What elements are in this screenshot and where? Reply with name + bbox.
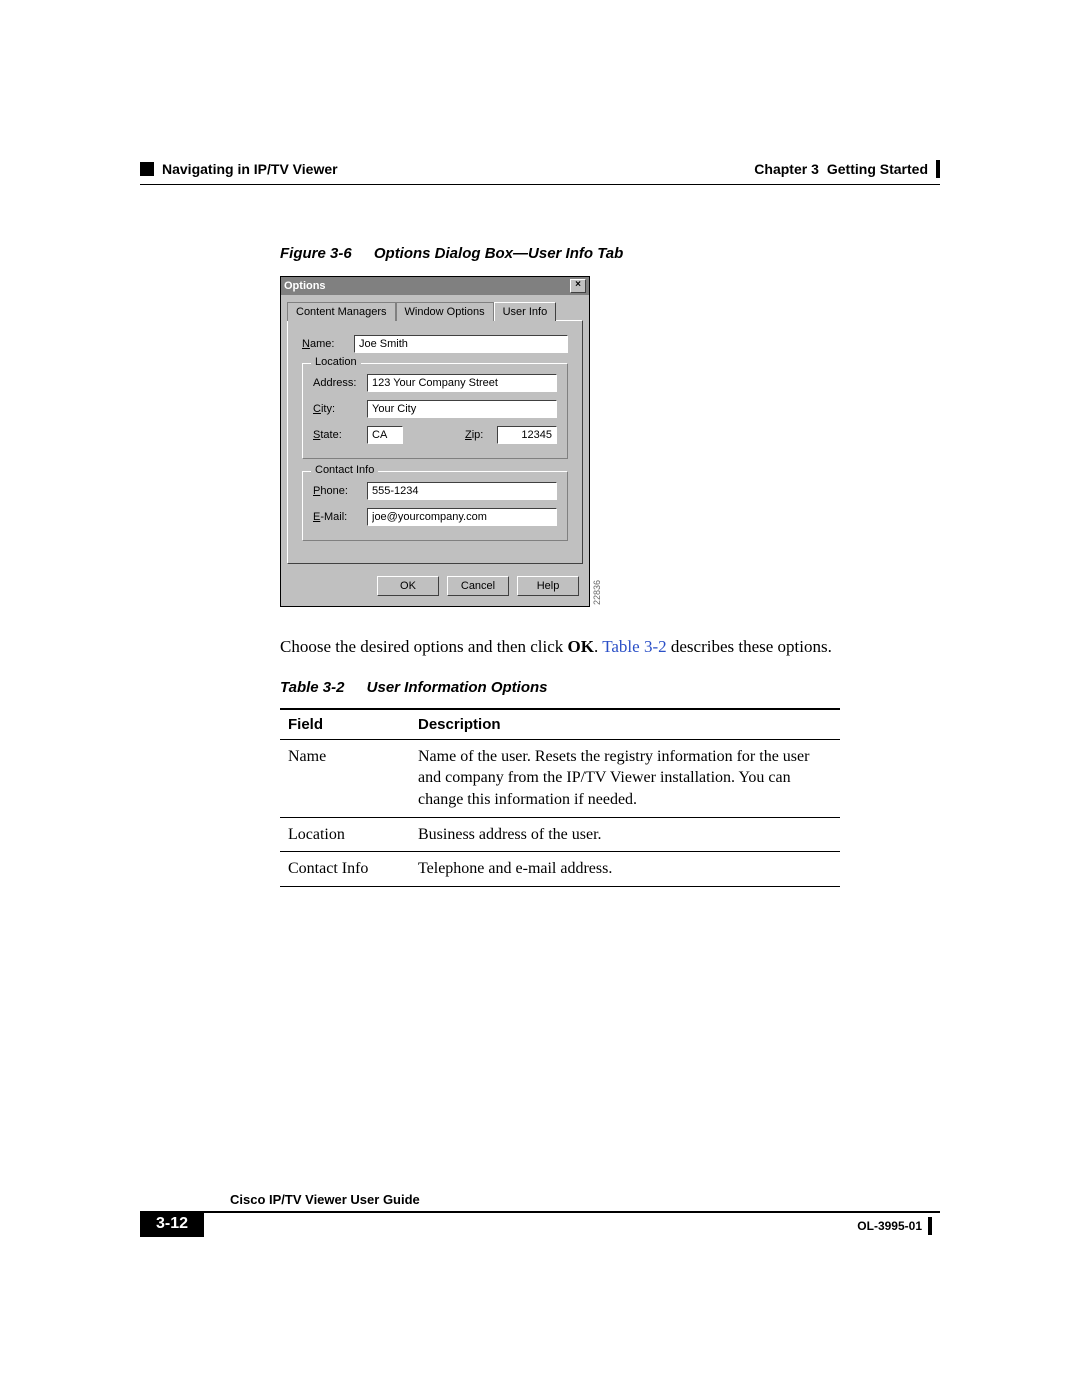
text-run: describes these options. xyxy=(667,637,832,656)
table-header-row: Field Description xyxy=(280,709,840,740)
tab-window-options[interactable]: Window Options xyxy=(396,302,494,321)
page-number: 3-12 xyxy=(140,1211,204,1237)
body-paragraph: Choose the desired options and then clic… xyxy=(280,635,840,659)
close-button[interactable]: × xyxy=(570,279,586,293)
dialog-title: Options xyxy=(284,280,326,292)
tab-label: User Info xyxy=(503,306,548,318)
header-rule xyxy=(140,184,940,185)
table-row: Name Name of the user. Resets the regist… xyxy=(280,739,840,817)
email-label: E-Mail: xyxy=(313,511,361,523)
col-field: Field xyxy=(280,709,410,740)
state-label: State: xyxy=(313,429,361,441)
phone-input[interactable] xyxy=(367,482,557,500)
name-label: Name: xyxy=(302,338,354,350)
page-header: Navigating in IP/TV Viewer Chapter 3 Get… xyxy=(140,160,940,178)
tab-label: Content Managers xyxy=(296,306,387,318)
footer-rule: OL-3995-01 xyxy=(204,1211,940,1237)
dialog-button-row: OK Cancel Help xyxy=(281,570,589,606)
cell-field: Name xyxy=(280,739,410,817)
options-dialog: Options × Content Managers Window Option… xyxy=(280,276,590,607)
header-divider-icon xyxy=(936,160,940,178)
cell-desc: Name of the user. Resets the registry in… xyxy=(410,739,840,817)
close-icon: × xyxy=(575,279,581,290)
section-title: Navigating in IP/TV Viewer xyxy=(162,161,338,177)
text-run: . xyxy=(594,637,602,656)
tab-content-managers[interactable]: Content Managers xyxy=(287,302,396,321)
button-label: Cancel xyxy=(461,580,495,592)
chapter-number: Chapter 3 xyxy=(754,161,819,177)
city-input[interactable] xyxy=(367,400,557,418)
user-info-table: Field Description Name Name of the user.… xyxy=(280,708,840,887)
figure-number: Figure 3-6 xyxy=(280,245,352,262)
button-label: Help xyxy=(537,580,560,592)
zip-input[interactable] xyxy=(497,426,557,444)
phone-label: Phone: xyxy=(313,485,361,497)
table-row: Contact Info Telephone and e-mail addres… xyxy=(280,852,840,887)
button-label: OK xyxy=(400,580,416,592)
address-input[interactable] xyxy=(367,374,557,392)
footer-divider-icon xyxy=(928,1217,932,1235)
tab-strip: Content Managers Window Options User Inf… xyxy=(281,295,589,320)
help-button[interactable]: Help xyxy=(517,576,579,596)
footer-guide-title: Cisco IP/TV Viewer User Guide xyxy=(230,1192,420,1207)
table-number: Table 3-2 xyxy=(280,679,344,696)
address-label: Address: xyxy=(313,377,361,389)
table-title: User Information Options xyxy=(367,679,548,696)
page-footer: Cisco IP/TV Viewer User Guide 3-12 OL-39… xyxy=(140,1192,940,1237)
email-input[interactable] xyxy=(367,508,557,526)
col-description: Description xyxy=(410,709,840,740)
cell-desc: Telephone and e-mail address. xyxy=(410,852,840,887)
header-square-icon xyxy=(140,162,154,176)
state-input[interactable] xyxy=(367,426,403,444)
zip-label: Zip: xyxy=(465,429,491,441)
tab-user-info[interactable]: User Info xyxy=(494,302,557,321)
name-input[interactable] xyxy=(354,335,568,353)
table-caption: Table 3-2 User Information Options xyxy=(280,679,840,696)
text-bold: OK xyxy=(568,637,594,656)
cell-field: Contact Info xyxy=(280,852,410,887)
table-link[interactable]: Table 3-2 xyxy=(602,637,666,656)
chapter-title: Getting Started xyxy=(827,161,928,177)
cell-field: Location xyxy=(280,817,410,852)
text-run: Choose the desired options and then clic… xyxy=(280,637,568,656)
location-fieldset: Address: City: State: Zip: xyxy=(302,363,568,459)
tab-panel: Name: Address: City: State: xyxy=(287,320,583,564)
table-row: Location Business address of the user. xyxy=(280,817,840,852)
figure-title: Options Dialog Box—User Info Tab xyxy=(374,245,623,262)
contact-fieldset: Phone: E-Mail: xyxy=(302,471,568,541)
doc-number: OL-3995-01 xyxy=(857,1219,922,1233)
figure-id-label: 22836 xyxy=(592,580,602,605)
tab-label: Window Options xyxy=(405,306,485,318)
figure-caption: Figure 3-6 Options Dialog Box—User Info … xyxy=(280,245,840,262)
ok-button[interactable]: OK xyxy=(377,576,439,596)
city-label: City: xyxy=(313,403,361,415)
cell-desc: Business address of the user. xyxy=(410,817,840,852)
dialog-titlebar: Options × xyxy=(281,277,589,295)
cancel-button[interactable]: Cancel xyxy=(447,576,509,596)
